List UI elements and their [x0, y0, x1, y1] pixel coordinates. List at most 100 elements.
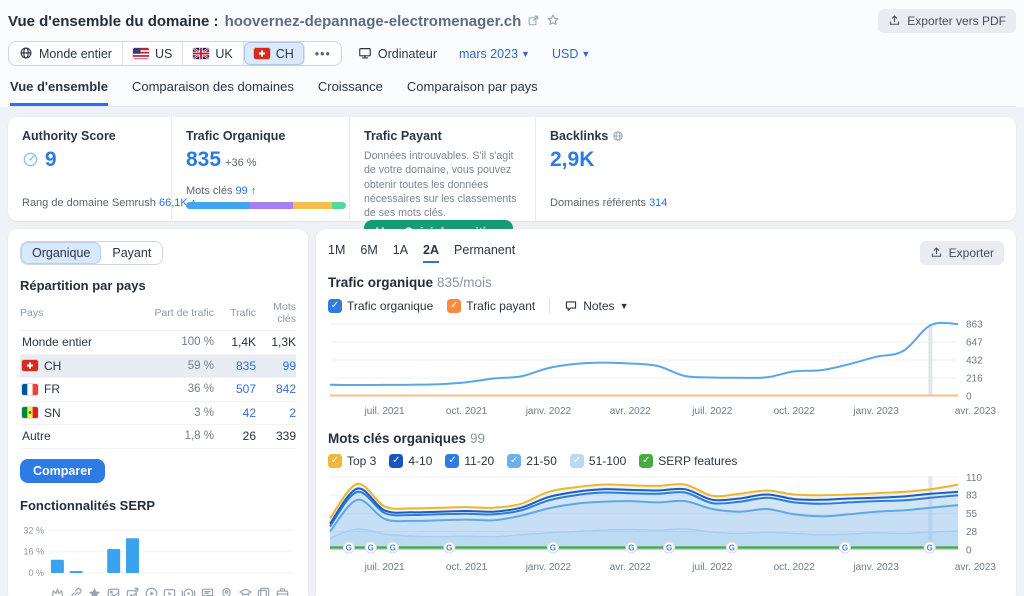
- organic-traffic-chart[interactable]: 863 647 432 216 0 juil. 2021 oct. 2021 janv. 20…: [328, 316, 1004, 420]
- globe-icon: [19, 46, 33, 61]
- more-locations-button[interactable]: •••: [314, 46, 331, 61]
- svg-text:G: G: [729, 544, 735, 553]
- reviews-icon[interactable]: [86, 586, 105, 596]
- svg-text:juil. 2021: juil. 2021: [364, 406, 405, 417]
- favorite-star-icon[interactable]: [546, 12, 560, 30]
- compare-button[interactable]: Comparer: [20, 458, 106, 483]
- country-row-ch[interactable]: CH 59 % 835 99: [20, 354, 296, 378]
- legend-trafic-organique[interactable]: ✓ Trafic organique: [328, 299, 433, 313]
- device-selector[interactable]: Ordinateur: [358, 46, 437, 61]
- export-button[interactable]: Exporter: [919, 241, 1004, 265]
- video-icon[interactable]: [142, 586, 161, 596]
- featured-video-icon[interactable]: [161, 586, 180, 596]
- images-pack-icon[interactable]: [123, 586, 142, 596]
- local-pack-icon[interactable]: [217, 586, 236, 596]
- legend-top-3[interactable]: ✓ Top 3: [328, 454, 376, 468]
- google-serp-marker-icon[interactable]: [625, 541, 638, 554]
- countries-table: Pays Part de trafic Trafic Mots clés Monde e…: [20, 293, 296, 449]
- tab-comparaison-des-domaines[interactable]: Comparaison des domaines: [131, 79, 294, 94]
- google-serp-marker-icon[interactable]: [839, 541, 851, 554]
- tab-croissance[interactable]: Croissance: [317, 79, 383, 94]
- authority-score-value: 9: [22, 148, 157, 172]
- svg-text:G: G: [927, 544, 933, 553]
- google-serp-marker-icon[interactable]: [923, 541, 936, 554]
- traffic-chart-title: Trafic organique 835/mois: [328, 275, 492, 290]
- export-pdf-button[interactable]: Exporter vers PDF: [878, 9, 1016, 33]
- legend-serp-features[interactable]: ✓ SERP features: [639, 454, 737, 468]
- range-1a[interactable]: 1A: [392, 243, 409, 257]
- google-serp-marker-icon[interactable]: [342, 541, 355, 554]
- google-serp-marker-icon[interactable]: [386, 541, 399, 554]
- legend-4-10[interactable]: ✓ 4-10: [389, 454, 432, 468]
- jobs-icon[interactable]: [273, 586, 292, 596]
- serp-bar-image[interactable]: [107, 548, 121, 573]
- svg-text:janv. 2022: janv. 2022: [525, 406, 572, 417]
- google-serp-marker-icon[interactable]: [663, 541, 676, 554]
- svg-text:avr. 2023: avr. 2023: [955, 562, 997, 573]
- legend-51-100[interactable]: ✓ 51-100: [569, 454, 626, 468]
- serp-bar-url[interactable]: [69, 570, 83, 573]
- checkbox-icon: ✓: [328, 454, 342, 468]
- serp-features-chart[interactable]: 32 % 16 % 0 %: [20, 519, 294, 581]
- legend-21-50[interactable]: ✓ 21-50: [507, 454, 557, 468]
- range-2a[interactable]: 2A: [423, 243, 440, 263]
- keywords-chart-title: Mots clés organiques 99: [328, 431, 486, 446]
- scope-us[interactable]: US: [123, 42, 184, 65]
- google-serp-marker-icon[interactable]: [546, 541, 559, 554]
- referring-domains: Domaines référents 314: [550, 197, 668, 209]
- scope-monde-entier[interactable]: Monde entier: [9, 42, 123, 65]
- toggle-organique[interactable]: Organique: [21, 242, 102, 264]
- google-serp-marker-icon[interactable]: [364, 541, 377, 554]
- page-title: Vue d'ensemble du domaine :: [8, 12, 219, 30]
- country-row-monde-entier[interactable]: Monde entier 100 % 1,4K 1,3K: [20, 331, 296, 355]
- serp-bar-images-pack[interactable]: [126, 537, 139, 573]
- svg-text:432: 432: [966, 356, 983, 367]
- google-serp-marker-icon[interactable]: [725, 541, 738, 554]
- svg-text:juil. 2022: juil. 2022: [691, 406, 732, 417]
- legend-trafic-payant[interactable]: ✓ Trafic payant: [447, 299, 535, 313]
- range-6m[interactable]: 6M: [360, 243, 378, 257]
- traffic-legend: ✓ Trafic organique ✓ Trafic payant Notes ▼: [328, 298, 1004, 314]
- currency-dropdown[interactable]: USD ▼: [551, 46, 591, 61]
- tab-comparaison-par-pays[interactable]: Comparaison par pays: [406, 79, 538, 94]
- countries-panel: Organique Payant Répartition par pays Pay…: [8, 229, 308, 596]
- ch-flag-icon: [253, 48, 270, 59]
- image-icon[interactable]: [104, 586, 123, 596]
- url-icon[interactable]: [67, 586, 86, 596]
- keyword-positions-bar: [186, 202, 346, 209]
- sitelinks-icon[interactable]: [48, 586, 67, 596]
- svg-text:janv. 2022: janv. 2022: [525, 562, 572, 573]
- video-carousel-icon[interactable]: [179, 586, 198, 596]
- authority-score-card: Authority Score 9 Rang de domaine Semrus…: [8, 117, 196, 221]
- external-link-icon[interactable]: [527, 12, 540, 30]
- main-tabs: Vue d'ensemble Comparaison des domaines Cr…: [8, 79, 1016, 107]
- serp-bar-sitelinks[interactable]: [50, 559, 64, 573]
- svg-text:G: G: [628, 544, 634, 553]
- country-row-sn[interactable]: SN 3 % 42 2: [20, 402, 296, 425]
- card-title: Trafic Payant: [364, 129, 442, 143]
- notes-dropdown[interactable]: Notes ▼: [564, 299, 628, 314]
- toggle-payant[interactable]: Payant: [112, 246, 152, 260]
- upload-icon: [888, 14, 901, 28]
- scope-ch[interactable]: CH: [243, 42, 305, 65]
- country-row-autre[interactable]: Autre 1,8 % 26 339: [20, 425, 296, 449]
- serp-features-title: Fonctionnalités SERP: [20, 497, 156, 513]
- knowledge-panel-icon[interactable]: [236, 586, 255, 596]
- legend-11-20[interactable]: ✓ 11-20: [445, 454, 494, 468]
- svg-text:55: 55: [966, 509, 978, 520]
- date-dropdown[interactable]: mars 2023 ▼: [458, 46, 530, 61]
- tab-vue-d-ensemble[interactable]: Vue d'ensemble: [10, 79, 108, 106]
- upload-icon: [930, 246, 943, 260]
- domain-name: hoovernez-depannage-electromenager.ch: [224, 12, 522, 30]
- country-row-fr[interactable]: FR 36 % 507 842: [20, 378, 296, 402]
- svg-text:0: 0: [966, 546, 972, 557]
- range-1m[interactable]: 1M: [328, 243, 346, 257]
- faq-icon[interactable]: [198, 586, 217, 596]
- google-serp-marker-icon[interactable]: [443, 541, 456, 554]
- range-permanent[interactable]: Permanent: [454, 243, 516, 257]
- svg-text:juil. 2021: juil. 2021: [364, 562, 405, 573]
- top-stories-icon[interactable]: [254, 586, 273, 596]
- scope-uk[interactable]: UK: [183, 42, 244, 65]
- table-header: Pays Part de trafic Trafic Mots clés: [20, 293, 296, 331]
